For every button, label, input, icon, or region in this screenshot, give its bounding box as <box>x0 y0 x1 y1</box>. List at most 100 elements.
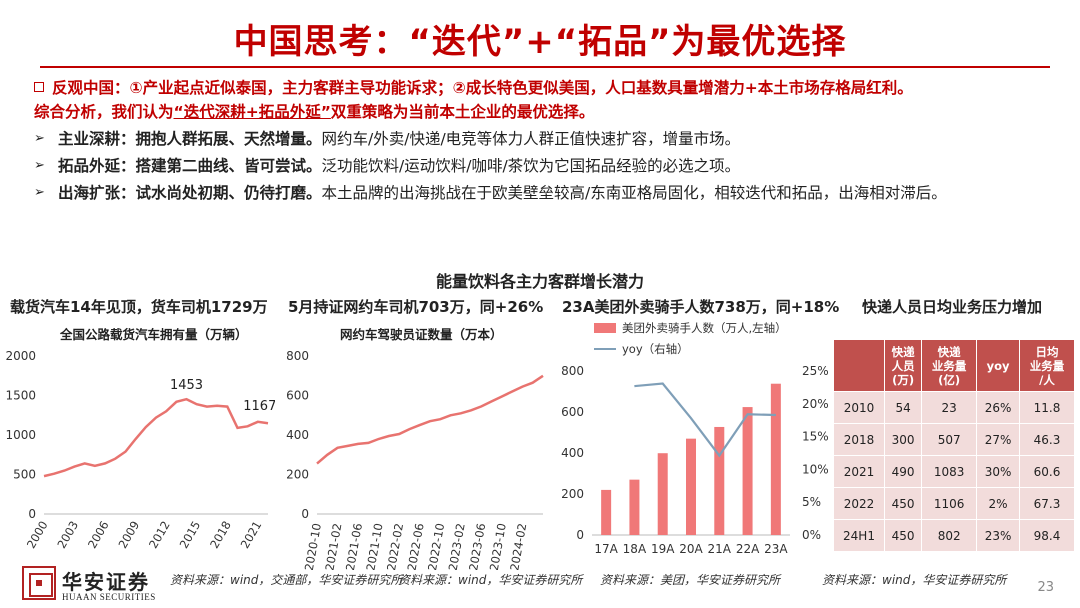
x-tick-label: 22A <box>736 542 760 556</box>
table-cell: 11.8 <box>1018 391 1076 424</box>
table-cell: 54 <box>883 391 923 424</box>
company-logo-icon <box>22 566 56 600</box>
title-divider <box>40 66 1050 68</box>
y-tick-label: 500 <box>13 468 36 482</box>
bar <box>770 383 781 535</box>
table-heading: 快递人员日均业务压力增加 <box>862 298 1043 316</box>
x-tick-label: 2023-10 <box>487 522 509 570</box>
source-note: 资料来源：wind，华安证券研究所 <box>822 573 1007 587</box>
y-tick-label: 0 <box>301 507 309 521</box>
logo-text: 华安证券 <box>62 570 150 594</box>
y-left-tick-label: 200 <box>561 487 584 501</box>
source-note: 资料来源：美团，华安证券研究所 <box>600 573 781 587</box>
table-cell: 2018 <box>833 423 885 456</box>
table-cell: 300 <box>883 423 923 456</box>
table-header-cell <box>833 339 885 392</box>
y-tick-label: 200 <box>286 468 309 482</box>
x-tick-label: 2018 <box>207 519 234 551</box>
arrow-bullet-icon: ➢ <box>34 131 45 146</box>
y-tick-label: 2000 <box>5 349 36 363</box>
table-header-cell: yoy <box>976 339 1020 392</box>
y-tick-label: 1000 <box>5 428 36 442</box>
table-body: 2010 54 23 26% 11.8 2018 300 507 27% 46.3 2021 490 1… <box>833 391 1076 552</box>
chart1-title: 全国公路载货汽车拥有量（万辆） <box>60 327 248 342</box>
legend-label: yoy（右轴） <box>622 342 689 356</box>
table-cell: 24H1 <box>833 519 885 552</box>
table-header-cell: 日均 业务量/人 <box>1018 339 1076 392</box>
legend-label: 美团外卖骑手人数（万人,左轴） <box>622 321 787 335</box>
x-tick-label: 23A <box>764 542 788 556</box>
x-tick-label: 2023-06 <box>466 522 488 570</box>
y-tick-label: 800 <box>286 349 309 363</box>
table-cell: 507 <box>921 423 978 456</box>
x-tick-label: 2022-10 <box>425 522 447 570</box>
y-left-tick-label: 600 <box>561 405 584 419</box>
bar <box>657 453 668 535</box>
y-right-tick-label: 25% <box>802 364 829 378</box>
table-row: 2021 490 1083 30% 60.6 <box>833 455 1076 488</box>
table-cell: 23% <box>976 519 1020 552</box>
y-left-tick-label: 0 <box>576 528 584 542</box>
x-tick-label: 2020-10 <box>302 522 324 570</box>
chart3-heading: 23A美团外卖骑手人数738万，同+18% <box>562 298 840 316</box>
x-tick-label: 2000 <box>24 519 51 551</box>
y-right-tick-label: 20% <box>802 397 829 411</box>
y-right-tick-label: 10% <box>802 462 829 476</box>
x-tick-label: 2006 <box>85 519 112 551</box>
x-tick-label: 2009 <box>115 519 142 551</box>
table-cell: 450 <box>883 519 923 552</box>
courier-table: 快递 人员 (万) 快递 业务量 (亿) yoy 日均 业务量/人 2010 54 23 26% 11.… <box>833 339 1076 552</box>
table-cell: 802 <box>921 519 978 552</box>
chart2-heading: 5月持证网约车司机703万，同+26% <box>288 298 544 316</box>
data-label: 1167 <box>243 399 275 414</box>
table-row: 2022 450 1106 2% 67.3 <box>833 487 1076 520</box>
x-tick-label: 2021-02 <box>322 522 344 570</box>
y-tick-label: 1500 <box>5 389 36 403</box>
chart1-heading: 载货汽车14年见顶，货车司机1729万 <box>10 298 268 316</box>
section-title: 能量饮料各主力客群增长潜力 <box>435 272 644 291</box>
table-cell: 67.3 <box>1018 487 1076 520</box>
table-row: 24H1 450 802 23% 98.4 <box>833 519 1076 552</box>
y-tick-label: 400 <box>286 428 309 442</box>
bar <box>742 407 753 535</box>
bar <box>629 479 640 535</box>
data-label: 1453 <box>170 378 203 393</box>
table-cell: 2010 <box>833 391 885 424</box>
bar <box>686 438 696 535</box>
y-tick-label: 0 <box>28 507 36 521</box>
table-header-row: 快递 人员 (万) 快递 业务量 (亿) yoy 日均 业务量/人 <box>833 339 1076 392</box>
table-cell: 2% <box>976 487 1020 520</box>
table-cell: 490 <box>883 455 923 488</box>
x-tick-label: 2021-10 <box>363 522 385 570</box>
source-note: 资料来源：wind，交通部，华安证券研究所 <box>170 573 403 587</box>
intro-conclusion: 综合分析，我们认为“迭代深耕+拓品外延”双重策略为当前本土企业的最优选择。 <box>34 103 595 121</box>
table-cell: 1106 <box>921 487 978 520</box>
table-cell: 30% <box>976 455 1020 488</box>
y-tick-label: 600 <box>286 389 309 403</box>
x-tick-label: 2024-02 <box>507 522 529 570</box>
x-tick-label: 2003 <box>54 519 81 551</box>
square-bullet-icon <box>34 82 44 92</box>
yoy-line <box>634 382 776 458</box>
y-left-tick-label: 800 <box>561 364 584 378</box>
table-header-cell: 快递 人员 (万) <box>883 339 923 392</box>
summary-bullets: 反观中国：①产业起点近似泰国，主力客群主导功能诉求；②成长特色更似美国，人口基数… <box>34 76 1064 205</box>
x-tick-label: 21A <box>708 542 732 556</box>
source-note: 资料来源：wind，华安证券研究所 <box>398 573 583 587</box>
table-row: 2010 54 23 26% 11.8 <box>833 391 1076 424</box>
series-line <box>43 397 269 478</box>
logo-text-en: HUAAN SECURITIES <box>62 592 156 602</box>
table-cell: 450 <box>883 487 923 520</box>
table-cell: 2022 <box>833 487 885 520</box>
table-row: 2018 300 507 27% 46.3 <box>833 423 1076 456</box>
point-item: ➢ 拓品外延：搭建第二曲线、皆可尝试。泛功能饮料/运动饮料/咖啡/茶饮为它国拓品经… <box>34 154 1064 178</box>
table-cell: 26% <box>976 391 1020 424</box>
legend-swatch-bar <box>594 323 616 333</box>
table-cell: 23 <box>921 391 978 424</box>
table-cell: 27% <box>976 423 1020 456</box>
y-left-tick-label: 400 <box>561 446 584 460</box>
arrow-bullet-icon: ➢ <box>34 158 45 173</box>
y-right-tick-label: 0% <box>802 528 821 542</box>
table-header-cell: 快递 业务量 (亿) <box>921 339 978 392</box>
table-cell: 98.4 <box>1018 519 1076 552</box>
